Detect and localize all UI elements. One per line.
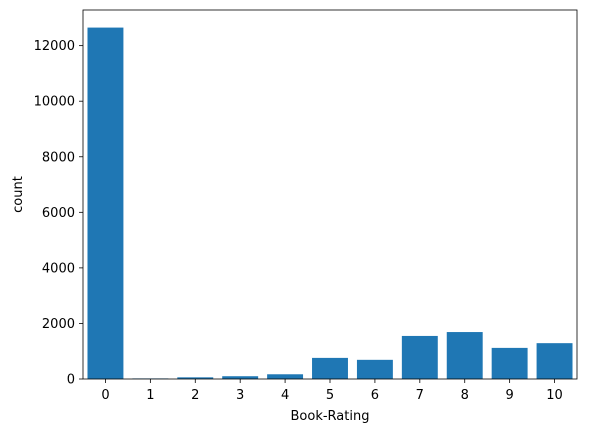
y-tick-label: 6000 [42, 206, 75, 221]
x-tick-label: 10 [546, 388, 563, 403]
x-tick-label: 9 [505, 388, 513, 403]
x-tick-label: 0 [101, 388, 109, 403]
x-tick-label: 5 [326, 388, 334, 403]
y-tick-label: 4000 [42, 261, 75, 276]
y-tick-label: 10000 [34, 95, 75, 110]
x-tick-label: 3 [236, 388, 244, 403]
bar-rating-4 [267, 374, 304, 379]
x-axis-ticks: 0 1 2 3 4 5 6 7 8 9 10 [101, 379, 563, 403]
y-axis-ticks: 0 2000 4000 6000 8000 10000 12000 [34, 39, 83, 388]
bars-group [87, 27, 573, 380]
x-tick-label: 2 [191, 388, 199, 403]
bar-rating-5 [312, 357, 348, 379]
bar-rating-8 [446, 332, 483, 379]
y-tick-label: 8000 [42, 150, 75, 165]
bar-rating-3 [222, 376, 259, 379]
x-tick-label: 7 [416, 388, 424, 403]
y-tick-label: 12000 [34, 39, 75, 54]
bar-rating-2 [177, 377, 214, 379]
x-tick-label: 1 [146, 388, 154, 403]
bar-rating-6 [356, 359, 393, 379]
bar-rating-9 [491, 347, 528, 379]
y-tick-label: 2000 [42, 317, 75, 332]
bar-rating-7 [401, 335, 438, 379]
bar-rating-10 [536, 343, 573, 379]
x-axis-label: Book-Rating [291, 409, 370, 424]
plot-frame [82, 9, 578, 380]
x-tick-label: 4 [281, 388, 289, 403]
y-axis-label: count [11, 176, 26, 213]
x-tick-label: 6 [371, 388, 379, 403]
y-tick-label: 0 [67, 373, 75, 388]
x-tick-label: 8 [461, 388, 469, 403]
bar-rating-0 [87, 27, 124, 380]
